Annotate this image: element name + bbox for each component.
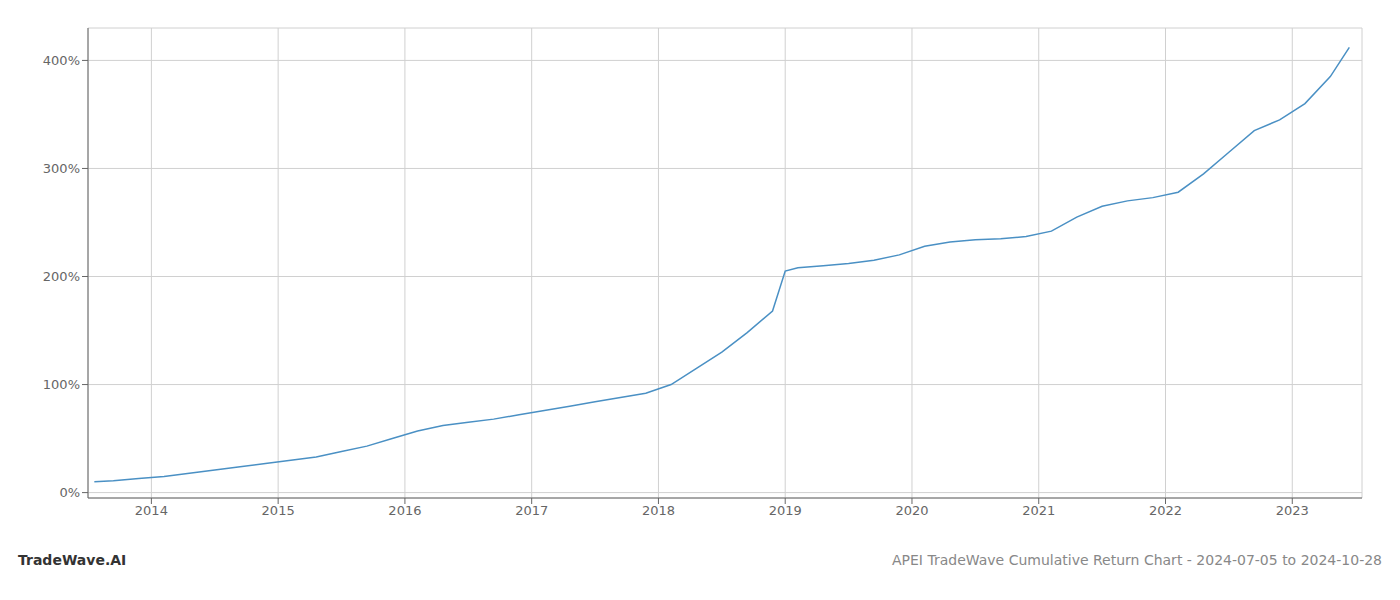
- html-text:TradeWave.AI: TradeWave.AI: [18, 552, 127, 568]
- svg-text:2019: 2019: [769, 503, 802, 518]
- svg-text:2016: 2016: [388, 503, 421, 518]
- svg-text:200%: 200%: [43, 269, 80, 284]
- svg-text:2022: 2022: [1149, 503, 1182, 518]
- svg-text:2018: 2018: [642, 503, 675, 518]
- svg-text:0%: 0%: [59, 485, 80, 500]
- svg-text:2015: 2015: [262, 503, 295, 518]
- svg-text:300%: 300%: [43, 161, 80, 176]
- svg-text:2017: 2017: [515, 503, 548, 518]
- svg-text:400%: 400%: [43, 53, 80, 68]
- svg-text:2020: 2020: [895, 503, 928, 518]
- svg-text:2023: 2023: [1276, 503, 1309, 518]
- svg-text:100%: 100%: [43, 377, 80, 392]
- svg-text:2021: 2021: [1022, 503, 1055, 518]
- svg-text:2014: 2014: [135, 503, 168, 518]
- html-text:APEI TradeWave Cumulative Retu: APEI TradeWave Cumulative Return Chart -…: [892, 552, 1382, 568]
